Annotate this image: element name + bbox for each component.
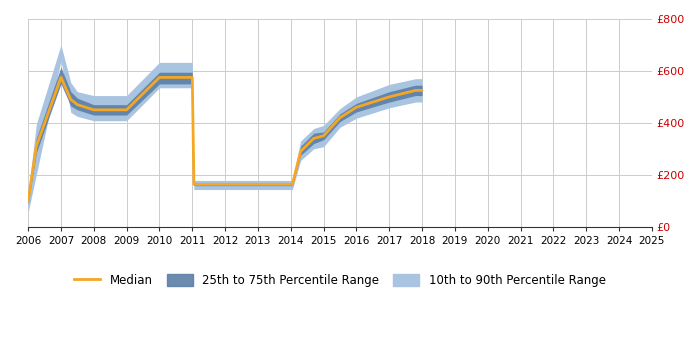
Median: [155, 75, 164, 79]
Median: [221, 182, 230, 187]
Median: [253, 182, 262, 187]
Line: Median: Median: [28, 77, 422, 201]
Median: [181, 75, 190, 79]
Median: [24, 198, 32, 203]
Median: [296, 149, 304, 154]
Median: [309, 136, 318, 140]
Median: [319, 134, 328, 138]
Median: [190, 182, 198, 187]
Median: [188, 75, 197, 79]
Median: [74, 103, 82, 107]
Median: [385, 95, 393, 99]
Legend: Median, 25th to 75th Percentile Range, 10th to 90th Percentile Range: Median, 25th to 75th Percentile Range, 1…: [74, 274, 606, 287]
Median: [66, 97, 75, 102]
Median: [336, 116, 344, 120]
Median: [32, 144, 41, 148]
Median: [352, 105, 361, 109]
Median: [122, 108, 131, 112]
Median: [90, 108, 98, 112]
Median: [286, 182, 295, 187]
Median: [57, 75, 65, 79]
Median: [418, 88, 426, 92]
Median: [412, 88, 420, 92]
Median: [288, 182, 297, 187]
